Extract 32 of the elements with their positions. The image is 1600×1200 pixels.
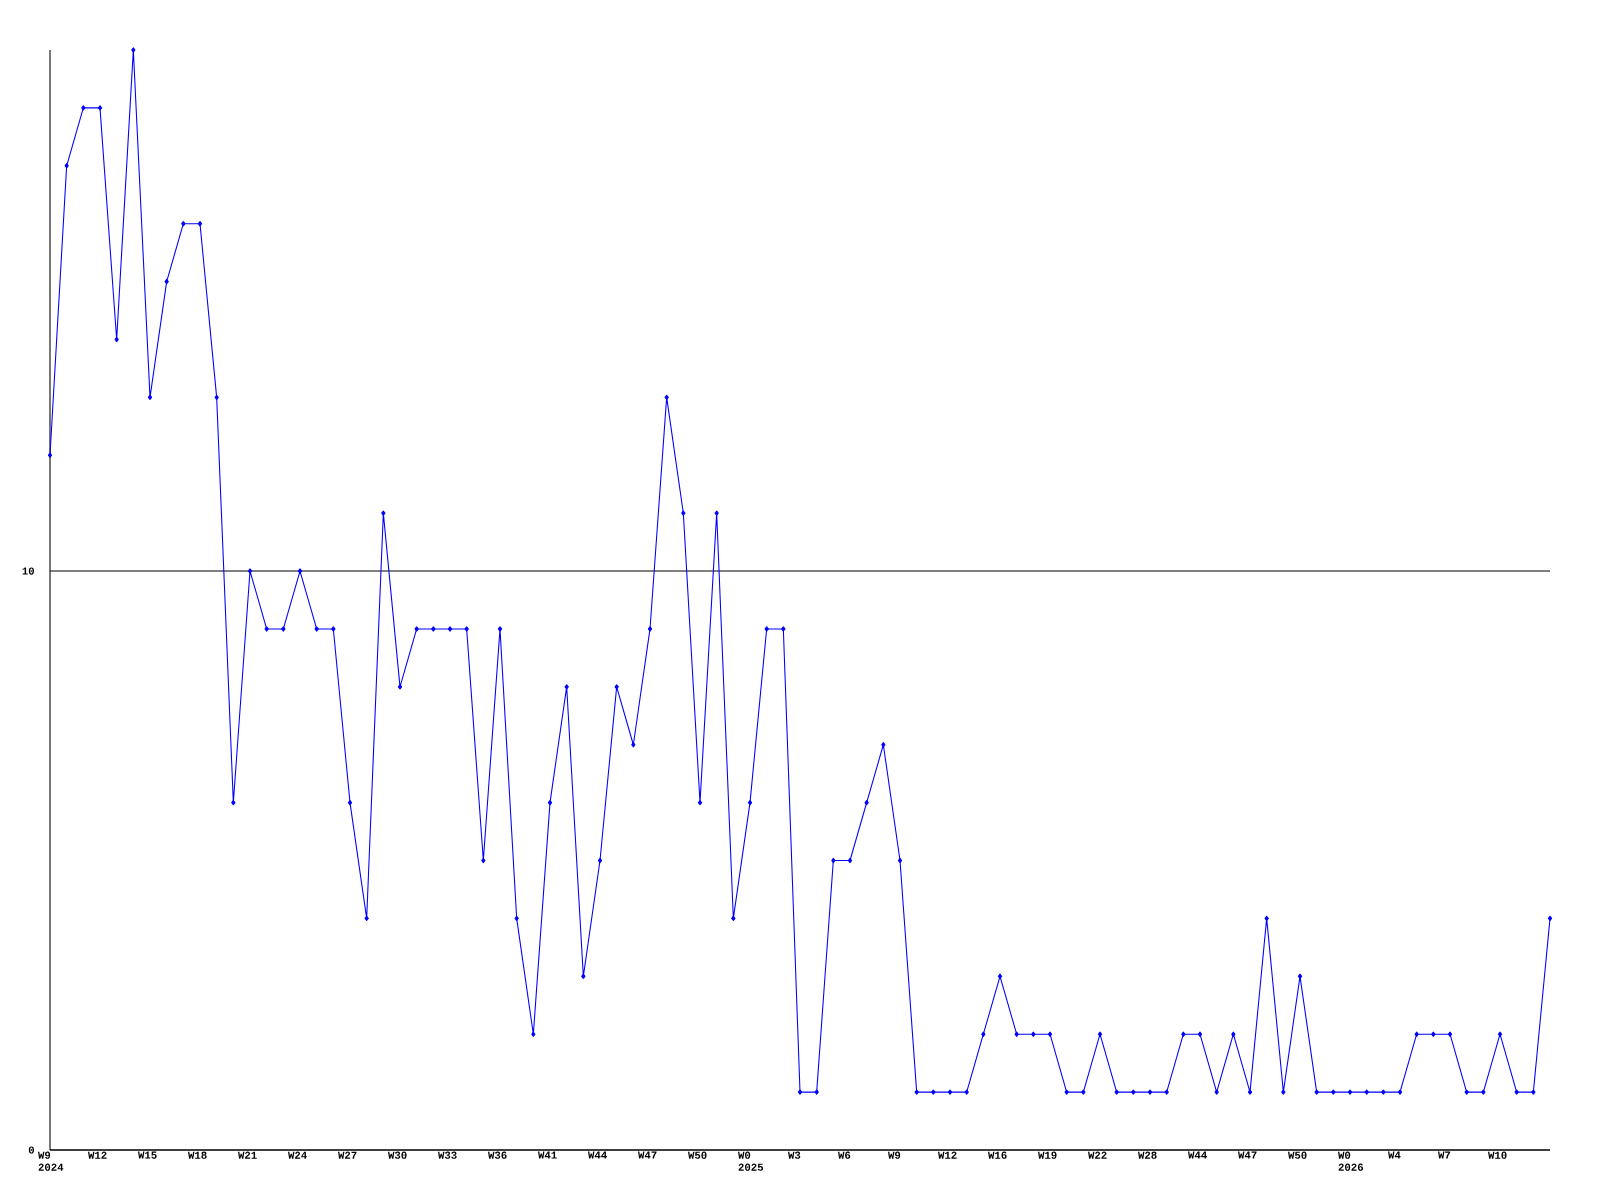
x-tick-label: W0 2025 — [738, 1151, 764, 1171]
x-tick-label: W4 — [1388, 1151, 1401, 1159]
x-tick-label: W36 — [488, 1151, 507, 1159]
x-tick-label: W12 — [938, 1151, 957, 1159]
x-tick-label: W12 — [88, 1151, 107, 1159]
x-tick-label: W24 — [288, 1151, 307, 1159]
x-tick-label: W44 — [588, 1151, 607, 1159]
x-tick-label: W30 — [388, 1151, 407, 1159]
x-tick-label: W50 — [1288, 1151, 1307, 1159]
x-tick-label: W50 — [688, 1151, 707, 1159]
x-tick-label: W44 — [1188, 1151, 1207, 1159]
x-tick-label: W18 — [188, 1151, 207, 1159]
x-tick-label: W27 — [338, 1151, 357, 1159]
x-tick-label: W16 — [988, 1151, 1007, 1159]
x-tick-label: W33 — [438, 1151, 457, 1159]
x-tick-label: W0 2026 — [1338, 1151, 1364, 1171]
x-tick-label: W22 — [1088, 1151, 1107, 1159]
x-tick-label: W9 2024 — [38, 1151, 64, 1171]
x-tick-label: W21 — [238, 1151, 257, 1159]
x-tick-label: W3 — [788, 1151, 801, 1159]
x-tick-label: W47 — [638, 1151, 657, 1159]
x-tick-label: W15 — [138, 1151, 157, 1159]
x-tick-label: W9 — [888, 1151, 901, 1159]
x-tick-label: W19 — [1038, 1151, 1057, 1159]
y-tick-label: 0 — [28, 1146, 35, 1154]
x-tick-label: W28 — [1138, 1151, 1157, 1159]
y-tick-label: 10 — [22, 567, 35, 575]
x-tick-label: W47 — [1238, 1151, 1257, 1159]
x-tick-label: W6 — [838, 1151, 851, 1159]
x-tick-label: W7 — [1438, 1151, 1451, 1159]
x-tick-label: W41 — [538, 1151, 557, 1159]
x-tick-label: W10 — [1488, 1151, 1507, 1159]
